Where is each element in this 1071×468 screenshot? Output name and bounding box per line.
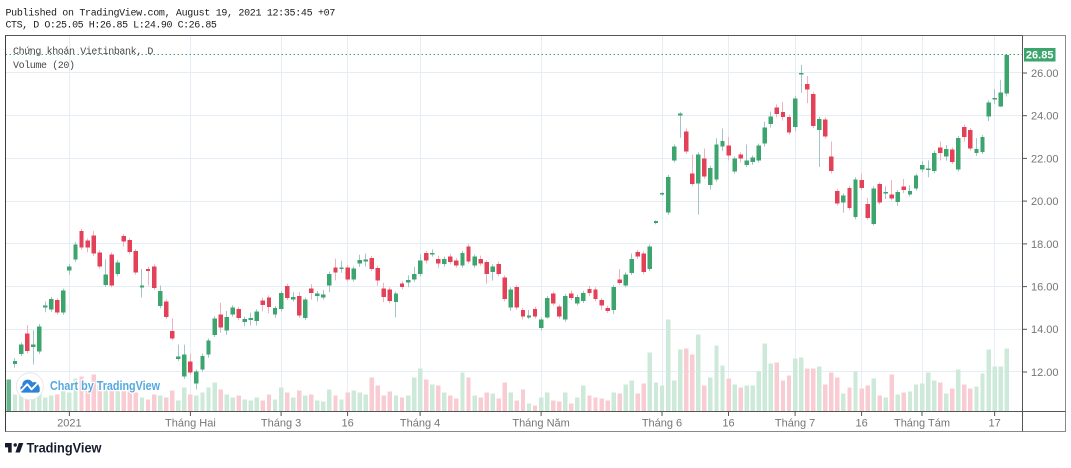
svg-text:CTS, D O:25.05 H:26.85 L:24.90: CTS, D O:25.05 H:26.85 L:24.90 C:26.85 bbox=[6, 21, 217, 32]
svg-text:Tháng Tám: Tháng Tám bbox=[894, 418, 950, 430]
svg-text:20.00: 20.00 bbox=[1031, 196, 1059, 208]
svg-text:16: 16 bbox=[722, 418, 734, 430]
svg-text:18.00: 18.00 bbox=[1031, 239, 1059, 251]
svg-text:Tháng Năm: Tháng Năm bbox=[512, 418, 569, 430]
svg-text:Tháng Hai: Tháng Hai bbox=[165, 418, 216, 430]
svg-text:22.00: 22.00 bbox=[1031, 153, 1059, 165]
svg-text:17: 17 bbox=[988, 418, 1000, 430]
svg-text:16: 16 bbox=[341, 418, 353, 430]
svg-text:Tháng 4: Tháng 4 bbox=[400, 418, 440, 430]
svg-text:26.85: 26.85 bbox=[1026, 50, 1054, 62]
svg-text:Tháng 3: Tháng 3 bbox=[261, 418, 301, 430]
svg-text:26.00: 26.00 bbox=[1031, 68, 1059, 80]
svg-text:Published on TradingView.com,: Published on TradingView.com, August 19,… bbox=[6, 8, 336, 20]
svg-text:Chứng khoán Vietinbank, D: Chứng khoán Vietinbank, D bbox=[13, 46, 153, 58]
svg-text:TradingView: TradingView bbox=[27, 441, 102, 456]
svg-text:Tháng 6: Tháng 6 bbox=[642, 418, 682, 430]
svg-text:12.00: 12.00 bbox=[1031, 367, 1059, 379]
svg-text:16: 16 bbox=[855, 418, 867, 430]
svg-text:Volume (20): Volume (20) bbox=[13, 60, 75, 72]
svg-text:14.00: 14.00 bbox=[1031, 324, 1059, 336]
svg-text:24.00: 24.00 bbox=[1031, 111, 1059, 123]
svg-text:2021: 2021 bbox=[57, 418, 81, 430]
svg-text:Chart by TradingView: Chart by TradingView bbox=[50, 378, 161, 393]
svg-text:16.00: 16.00 bbox=[1031, 282, 1059, 294]
svg-text:Tháng 7: Tháng 7 bbox=[775, 418, 815, 430]
